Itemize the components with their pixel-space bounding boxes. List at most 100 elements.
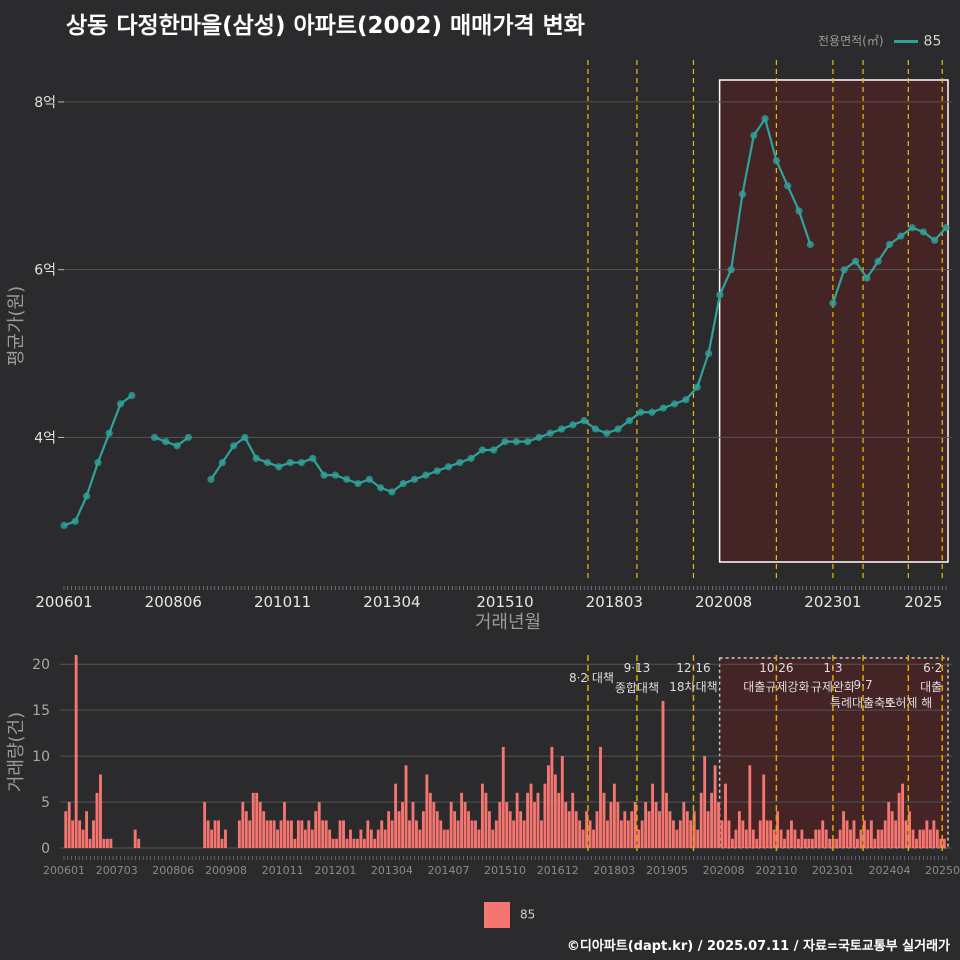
volume-bar [376,829,380,848]
policy-label-text: 규제완화 [811,680,855,694]
volume-bar [633,802,637,848]
volume-bar [408,820,411,848]
policy-label-date: 9·7 [854,678,873,692]
legend-title: 전용면적(㎡) [818,34,884,48]
price-point [671,400,679,408]
volume-bar [512,820,516,848]
price-point [162,438,170,446]
volume-bar [699,792,703,848]
price-y-tick-label: 8억 [34,95,56,111]
volume-bar [314,811,318,848]
price-point [897,232,905,240]
volume-x-tick-label: 201905 [646,864,688,877]
price-point [263,458,272,467]
volume-bar [244,811,248,848]
volume-bar [606,820,609,848]
volume-bar [824,829,828,848]
volume-bar [470,820,474,848]
price-point [851,257,860,265]
volume-bar [921,829,925,848]
volume-bar [533,802,536,848]
volume-bar [564,802,568,848]
volume-bar [859,829,863,848]
volume-bar [942,838,946,848]
policy-label-date: 10·26 [759,661,793,675]
price-point [116,400,125,408]
volume-bar [317,802,321,848]
price-point [603,429,611,437]
volume-bar [449,802,453,848]
volume-bar [300,820,304,848]
volume-bar [713,765,717,848]
volume-bar [904,820,908,848]
volume-bar [737,811,741,848]
price-point [761,115,769,123]
volume-bar [671,820,675,848]
volume-x-tick-label: 201407 [427,864,469,877]
volume-bar [852,820,856,848]
page-title: 상동 다정한마을(삼성) 아파트(2002) 매매가격 변화 [66,13,585,39]
volume-bar [276,829,279,848]
volume-bar [491,829,495,848]
volume-bar [769,820,773,848]
volume-bar [908,811,911,848]
volume-bar [550,746,554,848]
volume-bar [661,700,665,848]
volume-bar [290,820,293,848]
volume-legend: 85 [484,902,535,928]
volume-bar [925,820,929,848]
price-point [546,429,554,437]
price-point [557,425,566,433]
volume-bar [85,811,89,848]
volume-bar [932,820,936,848]
volume-bar [411,802,415,848]
volume-bar [383,829,387,848]
volume-bar [484,792,488,848]
volume-bar [581,829,585,848]
volume-bar [845,820,849,848]
volume-bar [720,820,724,848]
price-point [71,517,79,525]
volume-bar [682,802,686,848]
volume-bar [428,792,432,848]
price-point [501,438,509,446]
price-legend: 전용면적(㎡) 85 [818,32,941,50]
price-point [343,475,351,483]
volume-bar [585,811,589,848]
price-point [60,521,68,530]
price-point [716,291,724,299]
price-point [218,458,226,467]
volume-bar [362,838,366,848]
volume-bar [755,838,759,848]
price-point [490,446,498,454]
volume-bar [560,756,564,848]
price-point [750,131,758,140]
volume-bar [213,820,217,848]
policy-label: 8·2 대책 [569,670,614,685]
volume-bar [602,792,606,848]
volume-bar [928,829,932,848]
volume-bar [324,820,328,848]
price-point [150,433,159,442]
price-point [569,421,577,429]
price-point [444,463,453,471]
volume-bar [731,838,734,848]
volume-bar [901,783,905,848]
policy-label-text: 대출 [920,680,942,694]
price-point [863,274,871,282]
price-point [738,190,747,198]
price-highlight-box [718,79,949,563]
price-y-tick-label: 4억 [34,430,56,446]
volume-bar [296,820,300,848]
volume-bar [640,820,644,848]
price-point [320,471,328,479]
volume-bar [269,820,273,848]
volume-bar [772,829,776,848]
price-point [241,433,249,442]
volume-bar [78,820,82,848]
price-y-tick-label: 6억 [34,263,56,279]
price-x-tick-label: 202008 [695,593,752,611]
price-point [659,404,667,412]
volume-bar [373,838,377,848]
volume-bar [258,802,262,848]
